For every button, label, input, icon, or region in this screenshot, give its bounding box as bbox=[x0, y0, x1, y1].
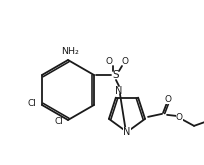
Text: O: O bbox=[176, 113, 183, 122]
Text: S: S bbox=[113, 70, 119, 80]
Text: Cl: Cl bbox=[54, 116, 63, 126]
Text: O: O bbox=[165, 95, 172, 104]
Text: N: N bbox=[115, 86, 123, 96]
Text: Cl: Cl bbox=[27, 99, 36, 109]
Text: O: O bbox=[121, 57, 129, 66]
Text: NH₂: NH₂ bbox=[61, 47, 79, 55]
Text: N: N bbox=[123, 127, 131, 137]
Text: O: O bbox=[105, 57, 112, 66]
